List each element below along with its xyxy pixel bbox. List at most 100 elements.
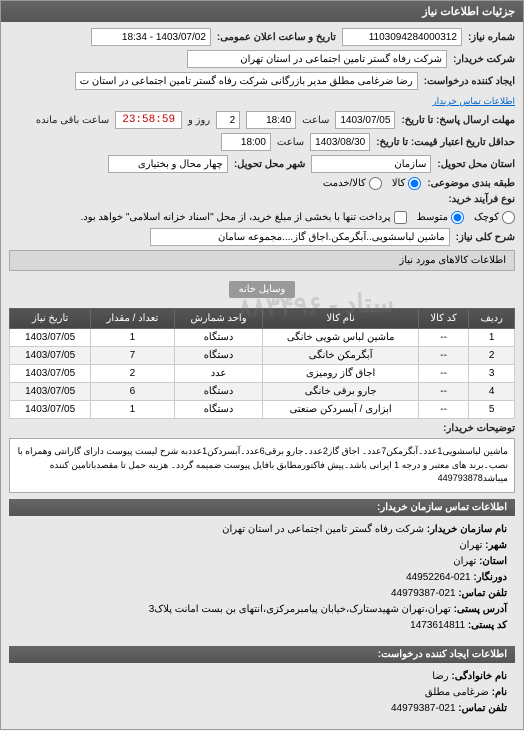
proc-note-label: پرداخت تنها با بخشی از مبلغ خرید، از محل… <box>80 212 390 223</box>
c1-fax: 021-44952264 <box>406 572 471 583</box>
table-cell: -- <box>418 365 469 383</box>
budget-service-option[interactable]: کالا/خدمت <box>323 177 382 190</box>
budget-radio-group: کالا کالا/خدمت <box>323 177 421 190</box>
table-cell: 4 <box>469 383 515 401</box>
table-cell: دستگاه <box>174 347 263 365</box>
process-label: نوع فرآیند خرید: <box>448 194 515 205</box>
table-cell: 1403/07/05 <box>10 383 91 401</box>
creator-value: رضا ضرغامی مطلق مدیر بازرگانی شرکت رفاه … <box>75 72 418 90</box>
budget-kala-radio[interactable] <box>408 177 421 190</box>
c1-city-label: شهر: <box>485 540 507 551</box>
panel-title: جزئیات اطلاعات نیاز <box>1 1 523 22</box>
public-dt-label: تاریخ و ساعت اعلان عمومی: <box>217 32 336 43</box>
table-col-header: تعداد / مقدار <box>91 309 174 329</box>
deadline-date: 1403/07/05 <box>335 111 395 129</box>
buyer-value: شرکت رفاه گستر تامین اجتماعی در استان ته… <box>187 50 447 68</box>
c1-city: تهران <box>459 540 482 551</box>
budget-service-radio[interactable] <box>369 177 382 190</box>
c2-family: رضا <box>432 671 448 682</box>
proc-note-option[interactable]: پرداخت تنها با بخشی از مبلغ خرید، از محل… <box>80 211 406 224</box>
table-cell: 3 <box>469 365 515 383</box>
c1-org-label: نام سازمان خریدار: <box>427 524 507 535</box>
table-col-header: واحد شمارش <box>174 309 263 329</box>
delivery-city: چهار محال و بختیاری <box>108 155 228 173</box>
deadline-label: مهلت ارسال پاسخ: تا تاریخ: <box>401 115 515 126</box>
table-cell: -- <box>418 401 469 419</box>
c2-name-label: نام: <box>492 687 507 698</box>
validity-date: 1403/08/30 <box>310 133 370 151</box>
proc-med-option[interactable]: متوسط <box>417 211 464 224</box>
table-row: 3--اجاق گاز رومیزیعدد21403/07/05 <box>10 365 515 383</box>
table-cell: 1403/07/05 <box>10 347 91 365</box>
form-area: شماره نیاز: 1103094284000312 تاریخ و ساع… <box>1 22 523 729</box>
table-cell: ابزاری / آبسردکن صنعتی <box>263 401 418 419</box>
proc-note-check[interactable] <box>394 211 407 224</box>
c1-post: 1473614811 <box>410 620 465 631</box>
proc-small-label: کوچک <box>474 212 499 223</box>
time-label-1: ساعت <box>302 115 329 126</box>
table-row: 1--ماشین لباس شویی خانگیدستگاه11403/07/0… <box>10 329 515 347</box>
table-row: 4--جارو برقی خانگیدستگاه61403/07/05 <box>10 383 515 401</box>
c2-family-label: نام خانوادگی: <box>451 671 507 682</box>
table-cell: 1403/07/05 <box>10 329 91 347</box>
contact1-block: نام سازمان خریدار: شرکت رفاه گستر تامین … <box>9 516 515 640</box>
table-cell: 2 <box>469 347 515 365</box>
table-cell: جارو برقی خانگی <box>263 383 418 401</box>
budget-service-label: کالا/خدمت <box>323 178 366 189</box>
budget-kala-option[interactable]: کالا <box>392 177 422 190</box>
subject-label: شرح کلی نیاز: <box>456 232 515 243</box>
proc-med-radio[interactable] <box>451 211 464 224</box>
days-left-suffix: روز و <box>188 115 210 126</box>
notes-box: ماشین لباسشویی1عدد۔آبگرمکن7عدد۔ اجاق گاز… <box>9 438 515 493</box>
subject-value: ماشین لباسشویی..آبگرمکن.اجاق گاز....مجمو… <box>150 228 450 246</box>
buyer-contact-link[interactable]: اطلاعات تماس خریدار <box>432 96 515 107</box>
process-radio-group: کوچک متوسط پرداخت تنها با بخشی از مبلغ خ… <box>80 211 515 224</box>
table-cell: 5 <box>469 401 515 419</box>
c2-tel-label: تلفن تماس: <box>458 703 507 714</box>
c1-addr-label: آدرس پستی: <box>454 604 507 615</box>
c1-org: شرکت رفاه گستر تامین اجتماعی در استان ته… <box>222 524 424 535</box>
delivery-city-label: شهر محل تحویل: <box>234 159 306 170</box>
table-col-header: نام کالا <box>263 309 418 329</box>
table-cell: عدد <box>174 365 263 383</box>
budget-kala-label: کالا <box>392 178 406 189</box>
need-no-label: شماره نیاز: <box>468 32 515 43</box>
delivery-prov-label: استان‌ محل تحویل: <box>437 159 515 170</box>
budget-label: طبقه بندی موضوعی: <box>427 178 515 189</box>
contact2-block: نام خانوادگی: رضا نام: ضرغامی مطلق تلفن … <box>9 663 515 723</box>
deadline-time: 18:40 <box>246 111 296 129</box>
table-cell: اجاق گاز رومیزی <box>263 365 418 383</box>
c1-prov: تهران <box>453 556 476 567</box>
c1-tel: 021-44979387 <box>391 588 456 599</box>
proc-med-label: متوسط <box>417 212 448 223</box>
table-cell: -- <box>418 383 469 401</box>
table-cell: -- <box>418 347 469 365</box>
need-no-value: 1103094284000312 <box>342 28 462 46</box>
table-cell: 1403/07/05 <box>10 365 91 383</box>
remaining-suffix: ساعت باقی مانده <box>36 115 109 126</box>
table-cell: 6 <box>91 383 174 401</box>
table-cell: 1 <box>91 329 174 347</box>
proc-small-option[interactable]: کوچک <box>474 211 515 224</box>
delivery-prov: سازمان <box>311 155 431 173</box>
table-cell: ماشین لباس شویی خانگی <box>263 329 418 347</box>
table-cell: 2 <box>91 365 174 383</box>
table-cell: دستگاه <box>174 383 263 401</box>
table-cell: آبگرمکن خانگی <box>263 347 418 365</box>
c1-post-label: کد پستی: <box>468 620 507 631</box>
creator-label: ایجاد کننده درخواست: <box>424 76 515 87</box>
contact2-header: اطلاعات ایجاد کننده درخواست: <box>9 646 515 663</box>
table-cell: 7 <box>91 347 174 365</box>
days-left: 2 <box>216 111 240 129</box>
goods-table: ردیفکد کالانام کالاواحد شمارشتعداد / مقد… <box>9 308 515 419</box>
notes-label: توضیحات خریدار: <box>443 423 515 434</box>
table-row: 2--آبگرمکن خانگیدستگاه71403/07/05 <box>10 347 515 365</box>
table-cell: دستگاه <box>174 401 263 419</box>
countdown: 23:58:59 <box>115 111 182 129</box>
table-col-header: ردیف <box>469 309 515 329</box>
c1-tel-label: تلفن تماس: <box>458 588 507 599</box>
proc-small-radio[interactable] <box>502 211 515 224</box>
validity-label: حداقل تاریخ اعتبار قیمت: تا تاریخ: <box>376 137 515 148</box>
c1-fax-label: دورنگار: <box>473 572 507 583</box>
buyer-label: شرکت خریدار: <box>453 54 515 65</box>
